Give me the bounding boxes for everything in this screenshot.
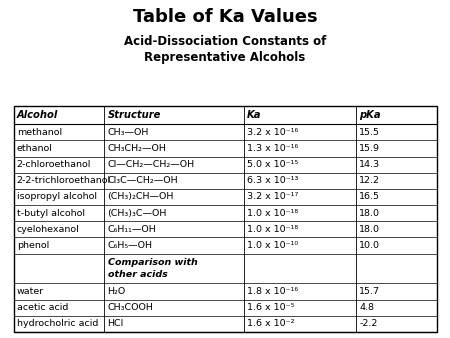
Text: 15.9: 15.9 bbox=[359, 144, 380, 153]
Text: Structure: Structure bbox=[108, 111, 161, 120]
Text: 18.0: 18.0 bbox=[359, 209, 380, 218]
Text: HCl: HCl bbox=[108, 319, 124, 328]
Text: Alcohol: Alcohol bbox=[17, 111, 58, 120]
Text: CH₃CH₂—OH: CH₃CH₂—OH bbox=[108, 144, 166, 153]
Text: isopropyl alcohol: isopropyl alcohol bbox=[17, 192, 97, 201]
Text: phenol: phenol bbox=[17, 241, 49, 250]
Text: 1.6 x 10⁻²: 1.6 x 10⁻² bbox=[247, 319, 295, 328]
Text: 1.0 x 10⁻¹⁸: 1.0 x 10⁻¹⁸ bbox=[247, 225, 298, 234]
Text: 4.8: 4.8 bbox=[359, 303, 374, 312]
Text: Comparison with
other acids: Comparison with other acids bbox=[108, 259, 198, 279]
Text: 18.0: 18.0 bbox=[359, 225, 380, 234]
Text: 1.3 x 10⁻¹⁶: 1.3 x 10⁻¹⁶ bbox=[247, 144, 298, 153]
Text: C₆H₅—OH: C₆H₅—OH bbox=[108, 241, 153, 250]
Text: CH₃—OH: CH₃—OH bbox=[108, 128, 149, 137]
Text: 10.0: 10.0 bbox=[359, 241, 380, 250]
Text: 3.2 x 10⁻¹⁶: 3.2 x 10⁻¹⁶ bbox=[247, 128, 298, 137]
Text: t-butyl alcohol: t-butyl alcohol bbox=[17, 209, 85, 218]
Text: 3.2 x 10⁻¹⁷: 3.2 x 10⁻¹⁷ bbox=[247, 192, 298, 201]
Bar bbox=[14, 106, 436, 332]
Text: 1.8 x 10⁻¹⁶: 1.8 x 10⁻¹⁶ bbox=[247, 287, 298, 296]
Text: Cl₃C—CH₂—OH: Cl₃C—CH₂—OH bbox=[108, 176, 178, 185]
Text: 1.0 x 10⁻¹⁰: 1.0 x 10⁻¹⁰ bbox=[247, 241, 298, 250]
Text: pKa: pKa bbox=[359, 111, 381, 120]
Text: C₆H₁₁—OH: C₆H₁₁—OH bbox=[108, 225, 156, 234]
Text: CH₃COOH: CH₃COOH bbox=[108, 303, 153, 312]
Text: acetic acid: acetic acid bbox=[17, 303, 68, 312]
Text: 15.7: 15.7 bbox=[359, 287, 380, 296]
Text: Ka: Ka bbox=[247, 111, 262, 120]
Text: Acid-Dissociation Constants of
Representative Alcohols: Acid-Dissociation Constants of Represent… bbox=[124, 35, 326, 65]
Text: ethanol: ethanol bbox=[17, 144, 53, 153]
Text: 1.6 x 10⁻⁵: 1.6 x 10⁻⁵ bbox=[247, 303, 295, 312]
Text: 6.3 x 10⁻¹³: 6.3 x 10⁻¹³ bbox=[247, 176, 298, 185]
Text: 2-chloroethanol: 2-chloroethanol bbox=[17, 160, 91, 169]
Text: Table of Ka Values: Table of Ka Values bbox=[133, 8, 317, 26]
Text: 12.2: 12.2 bbox=[359, 176, 380, 185]
Text: Cl—CH₂—CH₂—OH: Cl—CH₂—CH₂—OH bbox=[108, 160, 195, 169]
Text: 5.0 x 10⁻¹⁵: 5.0 x 10⁻¹⁵ bbox=[247, 160, 298, 169]
Text: methanol: methanol bbox=[17, 128, 62, 137]
Text: 15.5: 15.5 bbox=[359, 128, 380, 137]
Text: -2.2: -2.2 bbox=[359, 319, 378, 328]
Text: hydrocholric acid: hydrocholric acid bbox=[17, 319, 98, 328]
Text: 16.5: 16.5 bbox=[359, 192, 380, 201]
Text: 1.0 x 10⁻¹⁸: 1.0 x 10⁻¹⁸ bbox=[247, 209, 298, 218]
Text: cyelohexanol: cyelohexanol bbox=[17, 225, 79, 234]
Text: (CH₃)₃C—OH: (CH₃)₃C—OH bbox=[108, 209, 167, 218]
Text: 2-2-trichloroethanol: 2-2-trichloroethanol bbox=[17, 176, 111, 185]
Text: water: water bbox=[17, 287, 44, 296]
Text: (CH₃)₂CH—OH: (CH₃)₂CH—OH bbox=[108, 192, 174, 201]
Text: 14.3: 14.3 bbox=[359, 160, 380, 169]
Text: H₂O: H₂O bbox=[108, 287, 126, 296]
